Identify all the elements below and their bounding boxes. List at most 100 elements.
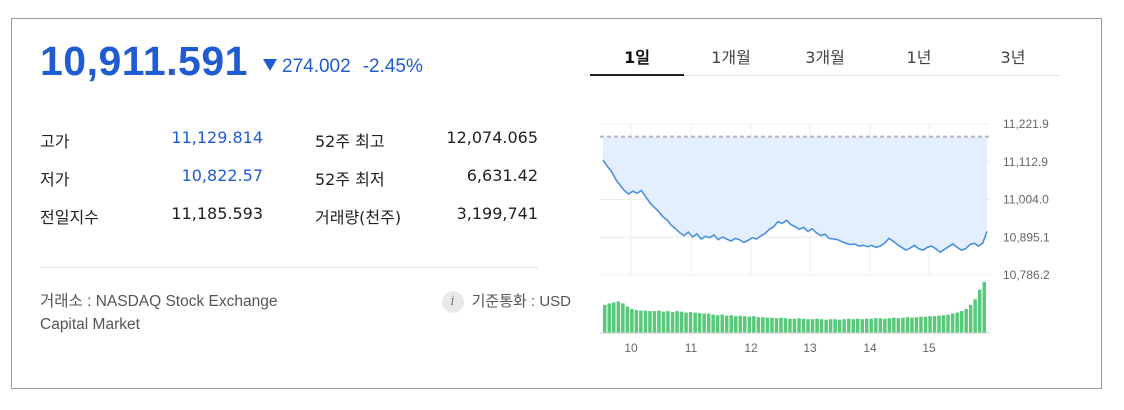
volume-bar — [978, 289, 982, 334]
volume-bar — [914, 317, 919, 333]
volume-bar — [747, 316, 752, 333]
volume-bar — [806, 319, 810, 333]
volume-bar — [711, 314, 715, 333]
x-tick-label: 14 — [863, 341, 877, 355]
volume-bar — [666, 311, 670, 333]
stat-row-high: 고가 11,129.814 52주 최고 12,074.065 — [40, 128, 538, 166]
volume-bar — [810, 319, 815, 333]
volume-bar — [607, 303, 611, 333]
volume-bar — [779, 317, 783, 333]
volume-bar — [639, 310, 643, 333]
currency-label: 기준통화 : USD — [471, 293, 571, 310]
volume-bar — [851, 319, 855, 333]
volume-bar — [720, 314, 724, 333]
volume-bar — [734, 316, 738, 333]
price-chart: 11,221.9 11,112.9 11,004.0 10,895.1 10,786.2… — [600, 117, 1050, 355]
x-tick-label: 15 — [922, 341, 936, 355]
x-tick-label: 10 — [624, 341, 638, 355]
tab-1year[interactable]: 1년 — [906, 48, 932, 67]
stat-label: 고가 — [40, 132, 70, 151]
volume-bar — [941, 315, 946, 333]
volume-bar — [896, 318, 901, 333]
volume-bar — [783, 318, 788, 333]
volume-bar — [616, 301, 621, 333]
volume-bar — [688, 312, 693, 333]
volume-bar — [910, 317, 914, 333]
volume-bar — [788, 318, 792, 333]
y-tick-label: 10,786.2 — [1003, 268, 1050, 282]
volume-bar — [955, 312, 959, 333]
volume-bar — [693, 312, 697, 333]
exchange-line-2: Capital Market — [40, 316, 140, 333]
volume-bar — [869, 318, 873, 333]
volume-bar — [661, 311, 666, 333]
tab-1month[interactable]: 1개월 — [711, 48, 751, 67]
volume-bar — [860, 319, 864, 333]
volume-bar — [684, 312, 688, 333]
price-area — [603, 136, 987, 253]
volume-bar — [901, 317, 905, 333]
price-line — [602, 159, 988, 254]
volume-bar — [706, 313, 711, 333]
stat-label: 저가 — [40, 170, 70, 189]
volume-bar — [697, 313, 702, 333]
volume-bar — [725, 315, 729, 333]
volume-bar — [612, 302, 616, 333]
period-tabs: 1일 1개월 3개월 1년 3년 — [590, 44, 1060, 76]
volume-bar — [770, 317, 774, 333]
divider — [40, 267, 538, 268]
tab-3month[interactable]: 3개월 — [805, 48, 845, 67]
volume-bar — [729, 315, 733, 333]
volume-bar — [634, 310, 639, 333]
volume-bar — [887, 318, 892, 333]
volume-bar — [905, 317, 910, 333]
volume-bar — [819, 319, 824, 333]
stat-label: 52주 최고 — [315, 132, 385, 151]
stat-value: 11,129.814 — [171, 128, 263, 147]
down-triangle-icon — [263, 59, 277, 71]
volume-bar — [815, 318, 819, 333]
tab-1day[interactable]: 1일 — [590, 44, 684, 76]
stat-value: 3,199,741 — [456, 204, 538, 223]
y-tick-label: 11,004.0 — [1003, 193, 1049, 207]
x-tick-label: 13 — [803, 341, 817, 355]
stat-value: 12,074.065 — [446, 128, 538, 147]
volume-bar — [679, 311, 684, 333]
stat-value: 6,631.42 — [466, 166, 538, 185]
change-percent: -2.45% — [362, 56, 423, 77]
volume-bar — [765, 317, 770, 333]
volume-bar — [932, 316, 937, 333]
volume-bar — [603, 304, 607, 333]
stat-value: 11,185.593 — [171, 204, 263, 223]
volume-bar — [928, 316, 932, 333]
volume-bar — [946, 314, 950, 333]
volume-bar — [801, 318, 806, 333]
currency-info: i 기준통화 : USD — [441, 290, 571, 314]
volume-bar — [950, 313, 955, 333]
volume-bar — [630, 309, 634, 333]
volume-bar — [878, 318, 883, 333]
y-tick-label: 11,221.9 — [1003, 117, 1049, 131]
volume-bar — [702, 313, 706, 333]
volume-bar — [761, 317, 765, 333]
stat-label: 52주 최저 — [315, 170, 385, 189]
stat-label: 거래량(천주) — [315, 208, 402, 227]
volume-bar — [715, 315, 720, 333]
volume-bar — [828, 319, 833, 333]
stat-row-low: 저가 10,822.57 52주 최저 6,631.42 — [40, 166, 538, 204]
volume-bar — [973, 299, 977, 333]
info-icon[interactable]: i — [441, 291, 464, 314]
volume-bar — [643, 310, 648, 333]
stat-label: 전일지수 — [40, 208, 99, 227]
volume-bar — [964, 309, 968, 333]
volume-bar — [883, 318, 887, 333]
x-tick-label: 12 — [744, 341, 758, 355]
volume-bar — [923, 316, 928, 333]
volume-bar — [919, 316, 923, 333]
volume-bar — [670, 312, 675, 333]
volume-bar — [752, 316, 756, 333]
volume-bar — [797, 318, 801, 333]
tab-3year[interactable]: 3년 — [1000, 48, 1026, 67]
volume-bar — [652, 311, 657, 333]
exchange-info: 거래소 : NASDAQ Stock Exchange Capital Mark… — [40, 290, 277, 336]
